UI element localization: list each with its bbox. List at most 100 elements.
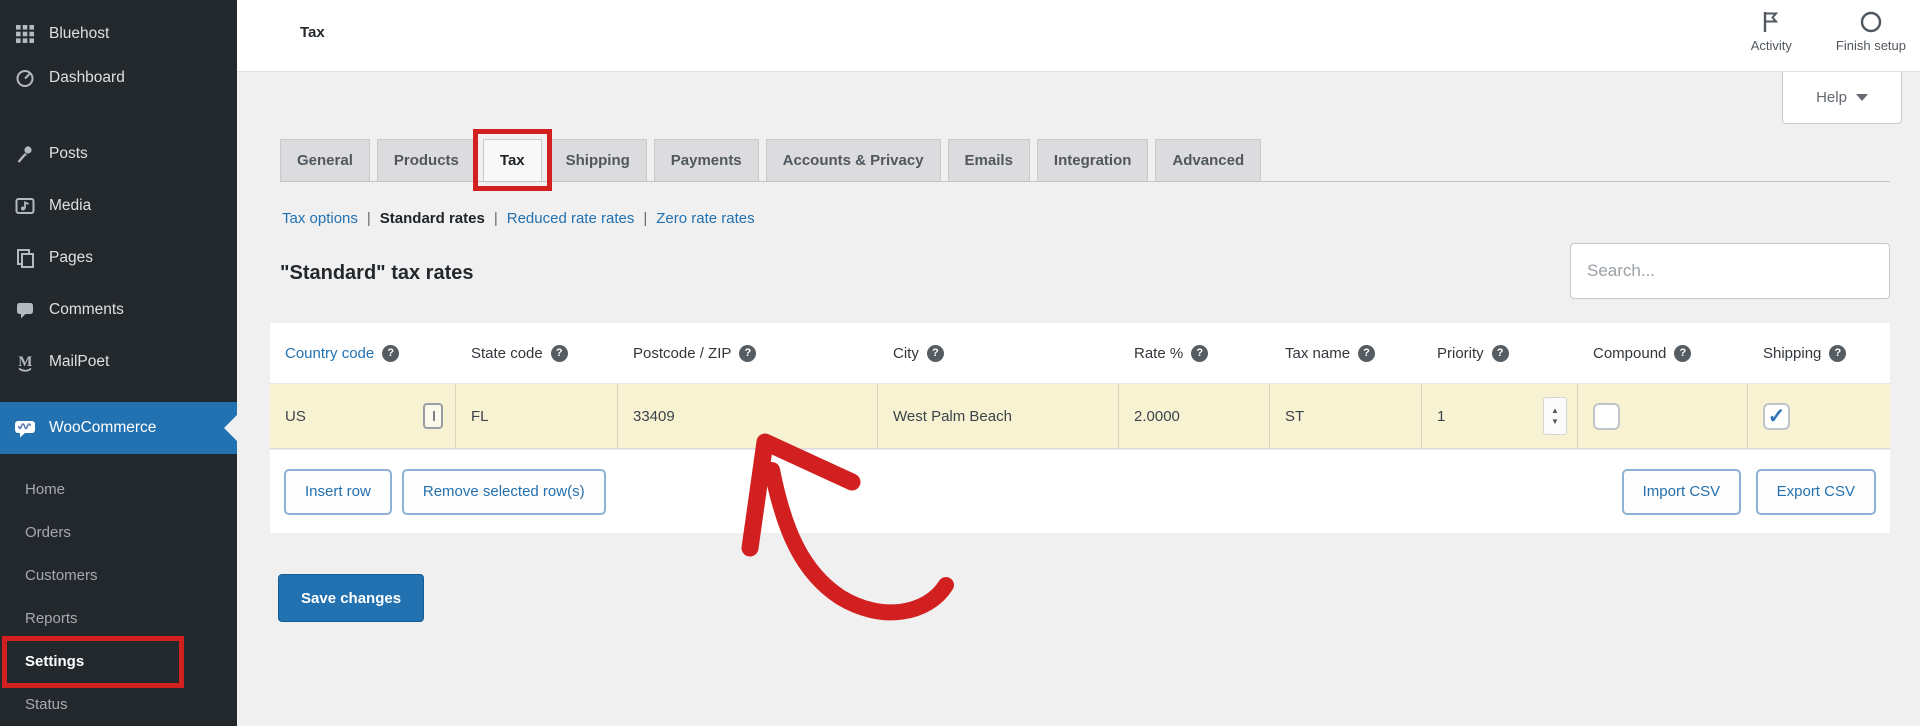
tax-rate-row: US FL 33409 West Palm Beach 2.0000 ST 1 … <box>270 383 1890 449</box>
finish-setup-button[interactable]: Finish setup <box>1836 10 1906 53</box>
tax-rates-table: Country code ? State code ? Postcode / Z… <box>270 323 1890 533</box>
search-input[interactable] <box>1570 243 1890 299</box>
help-tip-icon[interactable]: ? <box>1491 344 1509 362</box>
comment-bubble-icon <box>14 299 36 321</box>
flag-icon <box>1760 10 1782 34</box>
column-header-postcode: Postcode / ZIP ? <box>618 344 878 362</box>
sidebar-item-home[interactable]: Home <box>25 481 66 498</box>
svg-text:M: M <box>18 354 32 370</box>
activity-label: Activity <box>1750 38 1792 53</box>
sidebar-item-woocommerce[interactable]: WooCommerce <box>0 402 237 454</box>
country-code-sort-link[interactable]: Country code <box>285 344 375 362</box>
help-tip-icon[interactable]: ? <box>1829 344 1847 362</box>
compound-cell <box>1578 384 1748 448</box>
help-dropdown-button[interactable]: Help <box>1782 72 1902 124</box>
column-header-compound: Compound ? <box>1578 344 1748 362</box>
table-footer: Insert row Remove selected row(s) Import… <box>270 449 1890 533</box>
country-code-cell[interactable]: US <box>270 384 456 448</box>
sidebar-item-label: Posts <box>49 145 88 162</box>
tab-advanced[interactable]: Advanced <box>1155 139 1262 181</box>
settings-tabs: General Products Tax Shipping Payments A… <box>280 129 1890 191</box>
column-header-city: City ? <box>878 344 1119 362</box>
media-note-icon <box>14 195 36 217</box>
priority-cell[interactable]: 1 ▲ ▼ <box>1422 384 1578 448</box>
subnav-separator: | <box>643 210 648 227</box>
save-changes-button[interactable]: Save changes <box>278 574 425 622</box>
compound-checkbox[interactable] <box>1593 402 1620 430</box>
help-tip-icon[interactable]: ? <box>382 344 400 362</box>
sidebar-item-label: Bluehost <box>49 25 110 42</box>
help-tip-icon[interactable]: ? <box>550 344 568 362</box>
help-tip-icon[interactable]: ? <box>739 344 757 362</box>
postcode-cell[interactable]: 33409 <box>618 384 878 448</box>
country-lookup-icon[interactable] <box>423 403 443 429</box>
sidebar-item-posts[interactable]: Posts <box>0 132 237 176</box>
sidebar-item-media[interactable]: Media <box>0 184 237 228</box>
tab-products[interactable]: Products <box>376 139 476 181</box>
mailpoet-m-icon: M <box>14 351 36 373</box>
pushpin-icon <box>14 143 36 165</box>
tax-name-cell[interactable]: ST <box>1270 384 1422 448</box>
column-header-priority: Priority ? <box>1422 344 1578 362</box>
tab-shipping[interactable]: Shipping <box>548 139 647 181</box>
help-label: Help <box>1816 89 1847 106</box>
tab-payments[interactable]: Payments <box>653 139 759 181</box>
sidebar-item-label: Comments <box>49 301 124 318</box>
tab-integration[interactable]: Integration <box>1036 139 1149 181</box>
help-tip-icon[interactable]: ? <box>1358 344 1376 362</box>
rate-percent-cell[interactable]: 2.0000 <box>1119 384 1270 448</box>
page-title: Tax <box>300 24 325 41</box>
help-tip-icon[interactable]: ? <box>926 344 944 362</box>
tax-subnav: Tax options | Standard rates | Reduced r… <box>282 210 755 227</box>
sidebar-item-pages[interactable]: Pages <box>0 236 237 280</box>
import-csv-button[interactable]: Import CSV <box>1621 468 1742 515</box>
help-tip-icon[interactable]: ? <box>1674 344 1692 362</box>
finish-setup-label: Finish setup <box>1835 38 1906 53</box>
column-header-country-code: Country code ? <box>270 344 456 362</box>
sidebar-item-bluehost[interactable]: Bluehost <box>0 12 237 56</box>
subnav-standard-rates[interactable]: Standard rates <box>379 210 485 227</box>
top-bar: Tax Activity Finish setup <box>237 0 1920 72</box>
sidebar-item-status[interactable]: Status <box>25 696 68 713</box>
chevron-down-icon: ▼ <box>1551 417 1559 426</box>
column-header-tax-name: Tax name ? <box>1270 344 1422 362</box>
column-header-state-code: State code ? <box>456 344 618 362</box>
sidebar-item-customers[interactable]: Customers <box>25 567 98 584</box>
tab-emails[interactable]: Emails <box>947 139 1030 181</box>
state-code-cell[interactable]: FL <box>456 384 618 448</box>
chevron-down-icon <box>1855 94 1868 101</box>
export-csv-button[interactable]: Export CSV <box>1755 468 1876 515</box>
sidebar-item-label: Dashboard <box>49 69 125 86</box>
sidebar-item-label: WooCommerce <box>49 419 157 436</box>
grid-icon <box>14 23 36 45</box>
priority-stepper[interactable]: ▲ ▼ <box>1543 397 1567 435</box>
sidebar-item-orders[interactable]: Orders <box>25 524 71 541</box>
sidebar-item-comments[interactable]: Comments <box>0 288 237 332</box>
sidebar-item-mailpoet[interactable]: M MailPoet <box>0 340 237 384</box>
column-header-shipping: Shipping ? <box>1748 344 1890 362</box>
dashboard-gauge-icon <box>14 67 36 89</box>
tab-general[interactable]: General <box>280 139 370 181</box>
tab-tax[interactable]: Tax <box>472 129 552 191</box>
column-header-rate: Rate % ? <box>1119 344 1270 362</box>
stacked-pages-icon <box>14 247 36 269</box>
subnav-separator: | <box>366 210 371 227</box>
sidebar-item-label: MailPoet <box>49 353 110 370</box>
chevron-up-icon: ▲ <box>1551 406 1559 415</box>
sidebar-item-dashboard[interactable]: Dashboard <box>0 56 237 100</box>
subnav-reduced-rate-rates[interactable]: Reduced rate rates <box>506 210 635 227</box>
city-cell[interactable]: West Palm Beach <box>878 384 1119 448</box>
admin-sidebar: Bluehost Dashboard Posts <box>0 0 237 726</box>
sidebar-item-settings[interactable]: Settings <box>25 653 85 670</box>
shipping-checkbox[interactable] <box>1763 402 1790 430</box>
remove-rows-button[interactable]: Remove selected row(s) <box>401 468 606 515</box>
sidebar-item-label: Pages <box>49 249 93 266</box>
insert-row-button[interactable]: Insert row <box>284 468 392 515</box>
subnav-zero-rate-rates[interactable]: Zero rate rates <box>656 210 755 227</box>
subnav-tax-options[interactable]: Tax options <box>282 210 358 227</box>
help-tip-icon[interactable]: ? <box>1191 344 1209 362</box>
sidebar-item-reports[interactable]: Reports <box>25 610 78 627</box>
shipping-cell <box>1748 384 1890 448</box>
activity-button[interactable]: Activity <box>1751 10 1792 53</box>
tab-accounts-privacy[interactable]: Accounts & Privacy <box>765 139 941 181</box>
